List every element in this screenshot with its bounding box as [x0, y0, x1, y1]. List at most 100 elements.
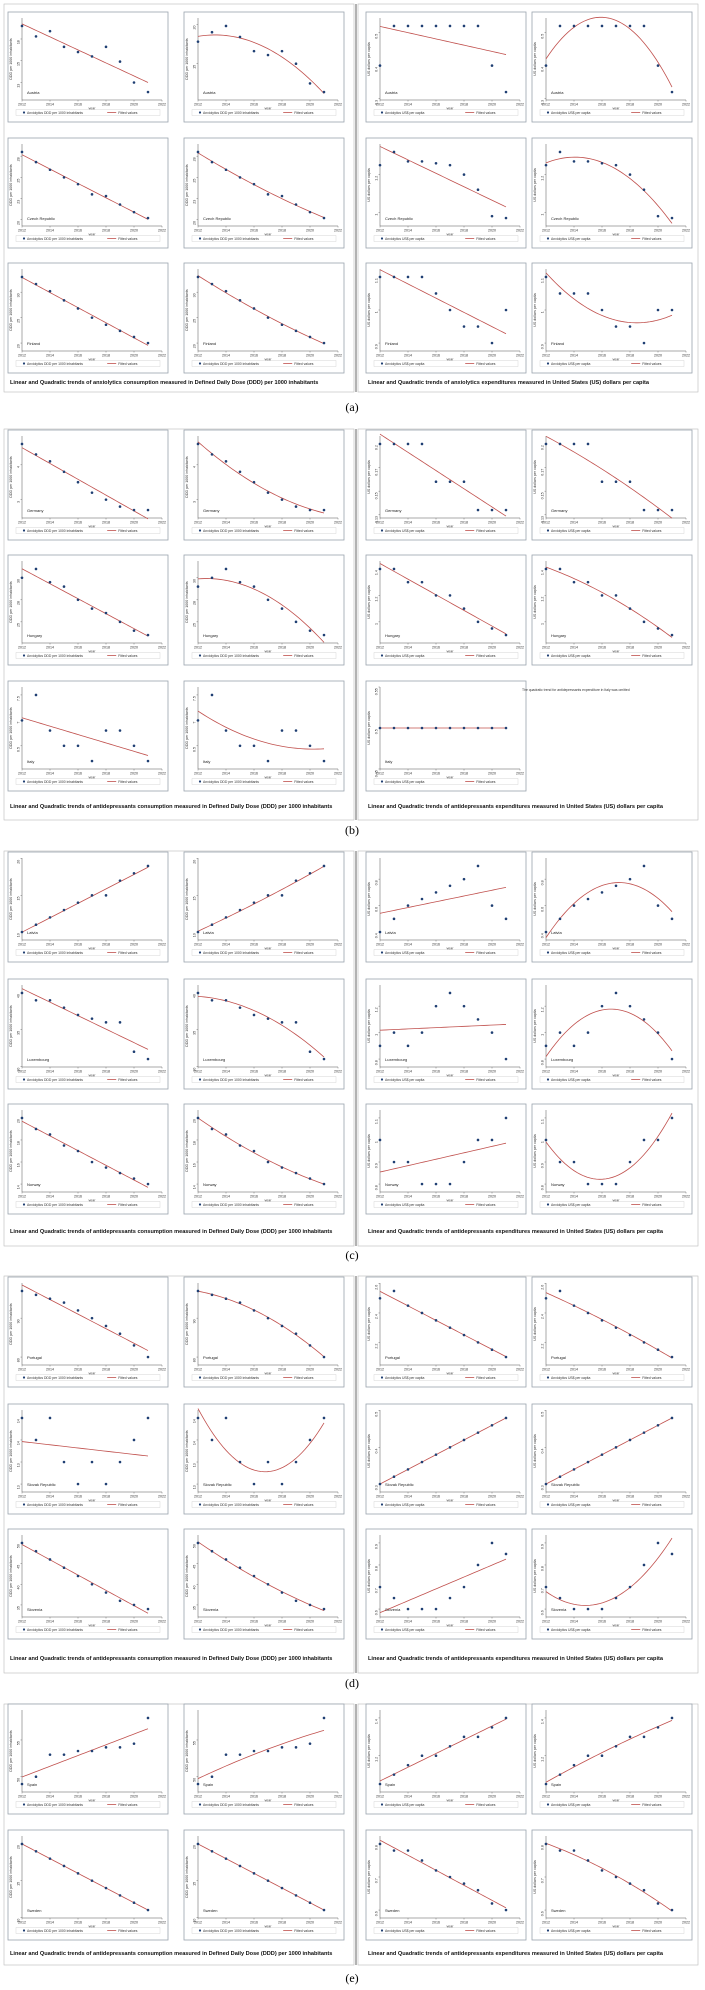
chart-10-point: [476, 325, 480, 328]
chart-52-xtick-label: 2022: [334, 1921, 342, 1925]
chart-1-point: [224, 24, 228, 28]
chart-14-xtick-label: 2014: [404, 521, 412, 525]
chart-23-legend-series: Anxiolytics DDD per 1000 inhabitants: [27, 951, 83, 955]
chart-31-xtick-label: 2016: [74, 1195, 82, 1199]
chart-20-frame: [7, 680, 169, 792]
chart-2-ytick-label: 0.5: [375, 34, 379, 39]
chart-27-y-title: DDD per 1000 inhabitants: [9, 1005, 13, 1047]
chart-19-frame: [531, 554, 693, 666]
chart-13-xtick-label: 2016: [250, 521, 258, 525]
chart-41-xtick-label: 2020: [488, 1495, 496, 1499]
chart-28-point: [266, 1017, 270, 1020]
chart-33-point: [504, 1116, 508, 1120]
chart-33-xtick-label: 2012: [376, 1195, 384, 1199]
chart-40-ytick-label: 13: [193, 1463, 197, 1467]
chart-45-xtick-label: 2018: [460, 1620, 468, 1624]
chart-50-xtick-label: 2014: [570, 1795, 578, 1799]
chart-52-point: [308, 1901, 312, 1905]
chart-15-point: [544, 442, 548, 446]
chart-8-point: [20, 275, 24, 279]
chart-42-ytick-label: 0.3: [541, 1485, 545, 1490]
chart-26-point: [628, 877, 632, 881]
chart-53-x-title: year: [447, 1925, 455, 1929]
chart-52-ytick-label: 15: [193, 1882, 197, 1886]
chart-52-fit-line: [197, 1843, 325, 1911]
chart-13-y-title: DDD per 1000 inhabitants: [185, 456, 189, 498]
chart-33-point: [476, 1138, 480, 1142]
chart-22-xtick-label: 2018: [460, 772, 468, 776]
chart-29-legend-fit: Fitted values: [476, 1078, 496, 1082]
chart-14-ytick-label: 0.2: [375, 445, 379, 450]
chart-24-legend-fit: Fitted values: [294, 951, 314, 955]
chart-4-ytick-label: 25: [17, 179, 21, 183]
chart-8-point: [62, 299, 66, 302]
chart-7-frame: [531, 137, 693, 249]
chart-21-point: [308, 744, 312, 748]
chart-12-xtick-label: 2014: [46, 521, 54, 525]
chart-36-xtick-label: 2012: [194, 1368, 202, 1372]
chart-6-xtick-label: 2022: [516, 229, 524, 233]
chart-50-xtick-label: 2022: [682, 1795, 690, 1799]
chart-9-legend-box: [191, 360, 337, 367]
chart-34-point: [642, 1138, 646, 1142]
chart-25-point: [434, 891, 438, 894]
chart-42-xtick-label: 2022: [682, 1495, 690, 1499]
chart-12-y-title: DDD per 1000 inhabitants: [9, 456, 13, 498]
chart-30-xtick-label: 2016: [598, 1070, 606, 1074]
chart-40-fit-line: [197, 1408, 325, 1473]
chart-44-ytick-label: 40: [193, 1585, 197, 1589]
chart-26-country-label: Latvia: [551, 930, 562, 935]
chart-27-point: [20, 991, 24, 995]
chart-36-ytick-label: 80: [193, 1358, 197, 1362]
chart-6-point: [406, 160, 410, 163]
chart-12-legend-box: [15, 527, 161, 534]
chart-45-country-label: Slovenia: [385, 1607, 401, 1612]
chart-53-y-title: US dollars per capita: [367, 1860, 371, 1893]
chart-26-legend-series: Anxiolytics US$ per capita: [551, 951, 591, 955]
chart-32-point: [196, 1116, 200, 1120]
chart-49-xtick-label: 2016: [432, 1795, 440, 1799]
chart-33-xtick-label: 2014: [404, 1195, 412, 1199]
chart-10-legend-point-key: [380, 362, 384, 365]
chart-4-legend-box: [15, 235, 161, 242]
chart-23-xtick-label: 2012: [18, 943, 26, 947]
chart-16-point: [118, 620, 122, 624]
chart-20-point: [34, 693, 38, 697]
chart-1-xtick-label: 2016: [250, 103, 258, 107]
chart-30-legend-series: Anxiolytics US$ per capita: [551, 1078, 591, 1082]
chart-7-point: [558, 150, 562, 154]
chart-5-xtick-label: 2020: [306, 229, 314, 233]
chart-44-xtick-label: 2014: [222, 1620, 230, 1624]
chart-15-xtick-label: 2012: [542, 521, 550, 525]
panel-d-left-frame: [3, 1275, 355, 1674]
chart-44-ytick-label: 35: [193, 1606, 197, 1610]
chart-48-xtick-label: 2022: [334, 1795, 342, 1799]
chart-50-xtick-label: 2016: [598, 1795, 606, 1799]
chart-43-point: [48, 1558, 52, 1561]
chart-35-x-title: year: [89, 1372, 97, 1376]
chart-45-legend-series: Anxiolytics US$ per capita: [385, 1628, 425, 1632]
chart-40-ytick-label: 14: [193, 1419, 197, 1423]
chart-33-xtick-label: 2022: [516, 1195, 524, 1199]
chart-38-point: [614, 1326, 618, 1329]
chart-48-point: [252, 1749, 256, 1753]
chart-41-frame: [365, 1403, 527, 1515]
chart-26-xtick-label: 2016: [598, 943, 606, 947]
chart-11-point: [586, 292, 590, 295]
chart-22-x-title: year: [447, 776, 455, 780]
chart-20-x-title: year: [89, 776, 97, 780]
chart-7-point: [600, 161, 604, 165]
chart-43-ytick-label: 40: [17, 1585, 21, 1589]
chart-15-point: [600, 480, 604, 484]
chart-36-point: [196, 1289, 200, 1293]
chart-36-point: [224, 1297, 228, 1301]
chart-2-point: [490, 64, 494, 67]
chart-27-point: [34, 998, 38, 1002]
chart-50-point: [628, 1735, 632, 1739]
chart-12-xtick-label: 2018: [102, 521, 110, 525]
chart-53-xtick-label: 2020: [488, 1921, 496, 1925]
chart-25-xtick-label: 2014: [404, 943, 412, 947]
chart-29-ytick-label: 1.2: [375, 1007, 379, 1012]
chart-46-xtick-label: 2018: [626, 1620, 634, 1624]
chart-49-point: [448, 1744, 452, 1748]
